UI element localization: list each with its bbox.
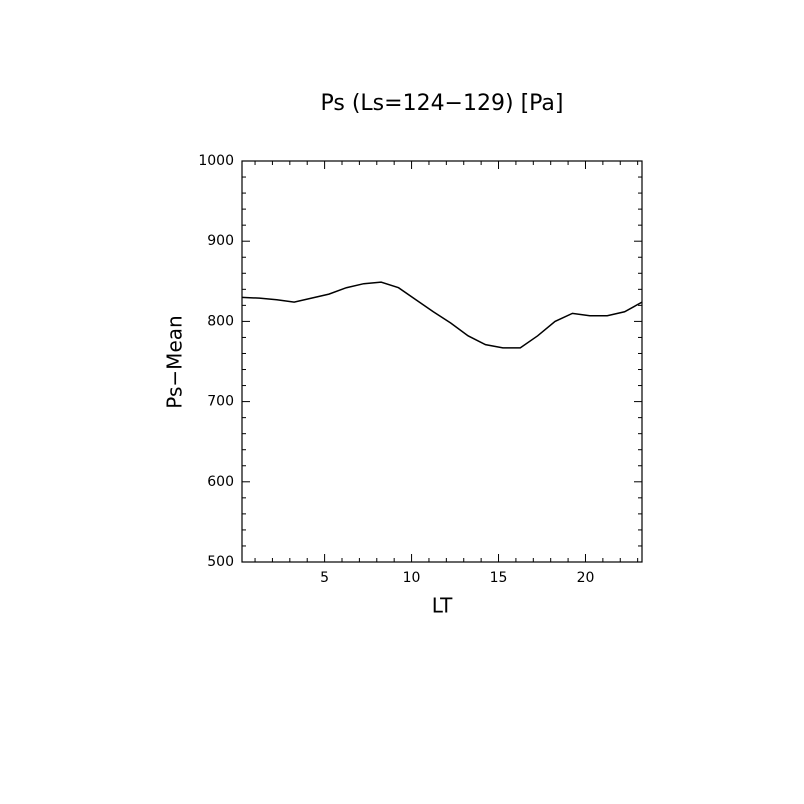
y-tick-label: 500 (207, 554, 234, 570)
y-tick-label: 600 (207, 474, 234, 490)
y-tick-label: 1000 (198, 153, 234, 169)
plot-frame (241, 160, 643, 563)
data-line (241, 281, 643, 349)
x-tick-label: 15 (490, 570, 508, 586)
y-tick-label: 900 (207, 233, 234, 249)
x-tick-label: 5 (320, 570, 329, 586)
chart-title: Ps (Ls=124−129) [Pa] (321, 91, 564, 116)
y-axis-label: Ps−Mean (163, 315, 187, 408)
x-tick-label: 20 (577, 570, 595, 586)
y-tick-label: 700 (207, 394, 234, 410)
x-tick-label: 10 (403, 570, 421, 586)
y-tick-label: 800 (207, 313, 234, 329)
x-axis-label: LT (432, 594, 453, 618)
